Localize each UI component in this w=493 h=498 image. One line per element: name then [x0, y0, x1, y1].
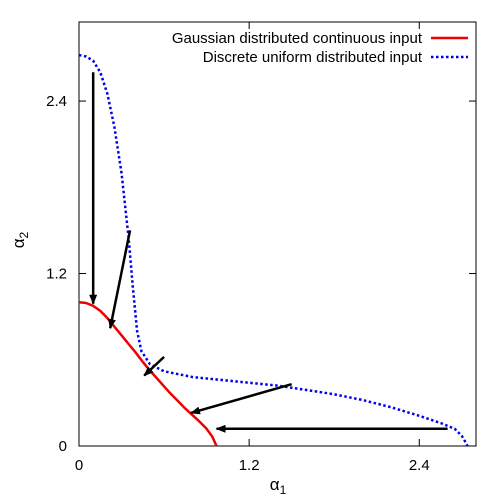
y-tick-label: 0	[59, 438, 67, 455]
axis-ticks	[78, 22, 476, 447]
y-axis-label: α2	[9, 231, 31, 248]
x-axis-label: α1	[270, 475, 287, 497]
annotation-arrow	[190, 382, 293, 415]
plot-frame	[78, 21, 477, 447]
x-tick-label: 0	[75, 457, 83, 474]
y-tick-label: 2.4	[46, 93, 67, 110]
series-discrete-line	[78, 53, 469, 447]
series-gaussian-line	[78, 301, 218, 447]
y-tick-label: 1.2	[46, 266, 67, 283]
series-layer	[78, 53, 469, 447]
tick-labels: 0 1.2 2.4 0 1.2 2.4	[46, 93, 430, 474]
legend: Gaussian distributed continuous input Di…	[172, 30, 468, 66]
annotation-arrow	[143, 355, 165, 377]
legend-label-discrete: Discrete uniform distributed input	[203, 49, 423, 66]
annotation-arrow	[108, 230, 132, 330]
x-tick-label: 2.4	[409, 457, 430, 474]
arrow-layer	[89, 72, 448, 433]
legend-label-gaussian: Gaussian distributed continuous input	[172, 30, 423, 47]
x-tick-label: 1.2	[239, 457, 260, 474]
